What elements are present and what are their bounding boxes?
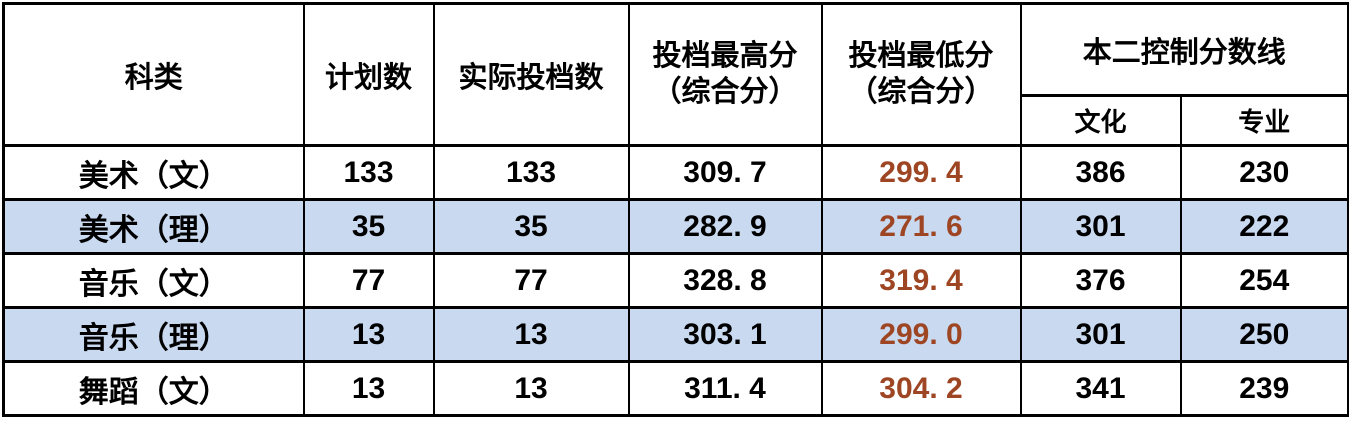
header-culture: 文化 <box>1019 94 1182 147</box>
header-min-score: 投档最低分 （综合分） <box>820 2 1022 147</box>
cell-min-score: 299. 0 <box>820 306 1022 363</box>
cell-min-score: 271. 6 <box>820 198 1022 255</box>
cell-major: 222 <box>1179 198 1349 255</box>
cell-category: 音乐（文） <box>2 252 305 309</box>
cell-min-score: 304. 2 <box>820 360 1022 417</box>
cell-actual: 133 <box>432 144 630 201</box>
cell-plan: 13 <box>302 306 435 363</box>
cell-max-score: 303. 1 <box>627 306 823 363</box>
cell-actual: 77 <box>432 252 630 309</box>
table-row: 美术（理） 35 35 282. 9 271. 6 301 222 <box>2 198 1349 255</box>
cell-actual: 13 <box>432 360 630 417</box>
cell-culture: 341 <box>1019 360 1182 417</box>
header-max-score: 投档最高分 （综合分） <box>627 2 823 147</box>
cell-max-score: 309. 7 <box>627 144 823 201</box>
cell-culture: 301 <box>1019 198 1182 255</box>
cell-actual: 35 <box>432 198 630 255</box>
cell-plan: 77 <box>302 252 435 309</box>
header-row-main: 科类 计划数 实际投档数 投档最高分 （综合分） 投档最低分 （综合分） 本二控… <box>2 2 1349 147</box>
cell-actual: 13 <box>432 306 630 363</box>
cell-major: 230 <box>1179 144 1349 201</box>
cell-culture: 376 <box>1019 252 1182 309</box>
header-major: 专业 <box>1179 94 1349 147</box>
table-row: 音乐（文） 77 77 328. 8 319. 4 376 254 <box>2 252 1349 309</box>
cell-culture: 301 <box>1019 306 1182 363</box>
header-category: 科类 <box>2 2 305 147</box>
cell-major: 239 <box>1179 360 1349 417</box>
header-plan-count: 计划数 <box>302 2 435 147</box>
cell-plan: 13 <box>302 360 435 417</box>
cell-category: 音乐（理） <box>2 306 305 363</box>
cell-max-score: 328. 8 <box>627 252 823 309</box>
cell-plan: 133 <box>302 144 435 201</box>
cell-max-score: 311. 4 <box>627 360 823 417</box>
table-row: 舞蹈（文） 13 13 311. 4 304. 2 341 239 <box>2 360 1349 417</box>
table-row: 美术（文） 133 133 309. 7 299. 4 386 230 <box>2 144 1349 201</box>
cell-min-score: 299. 4 <box>820 144 1022 201</box>
cell-min-score: 319. 4 <box>820 252 1022 309</box>
cell-major: 254 <box>1179 252 1349 309</box>
header-control-line-group: 本二控制分数线 <box>1019 2 1349 97</box>
header-row-sub: 文化 专业 <box>4 94 1349 147</box>
cell-max-score: 282. 9 <box>627 198 823 255</box>
cell-plan: 35 <box>302 198 435 255</box>
header-actual-count: 实际投档数 <box>432 2 630 147</box>
cell-major: 250 <box>1179 306 1349 363</box>
cell-category: 美术（理） <box>2 198 305 255</box>
cell-category: 舞蹈（文） <box>2 360 305 417</box>
cell-category: 美术（文） <box>2 144 305 201</box>
cell-culture: 386 <box>1019 144 1182 201</box>
table-body: 美术（文） 133 133 309. 7 299. 4 386 230 美术（理… <box>2 144 1349 417</box>
table-header: 科类 计划数 实际投档数 投档最高分 （综合分） 投档最低分 （综合分） 本二控… <box>2 2 1349 147</box>
table-row: 音乐（理） 13 13 303. 1 299. 0 301 250 <box>2 306 1349 363</box>
